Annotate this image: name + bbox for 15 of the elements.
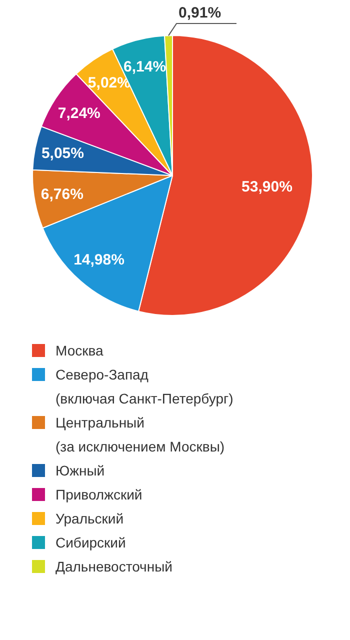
data-label: 6,14% bbox=[124, 58, 166, 76]
legend-label: Центральный (за исключением Москвы) bbox=[56, 414, 225, 454]
legend-label: Сибирский bbox=[56, 534, 126, 550]
data-label: 5,05% bbox=[41, 144, 84, 162]
legend-label: Северо-Запад (включая Санкт-Петербург) bbox=[56, 366, 234, 406]
legend-label: Южный bbox=[56, 462, 105, 478]
legend-label: Дальневосточный bbox=[56, 558, 172, 574]
data-label: 14,98% bbox=[74, 252, 124, 269]
data-label: 6,76% bbox=[40, 186, 84, 204]
data-label: 53,90% bbox=[242, 178, 292, 196]
legend-label: Москва bbox=[56, 342, 104, 358]
legend-label: Приволжский bbox=[56, 486, 142, 502]
data-label: 0,91% bbox=[178, 4, 222, 22]
data-label: 7,24% bbox=[58, 105, 100, 122]
legend-label: Уральский bbox=[56, 510, 124, 526]
